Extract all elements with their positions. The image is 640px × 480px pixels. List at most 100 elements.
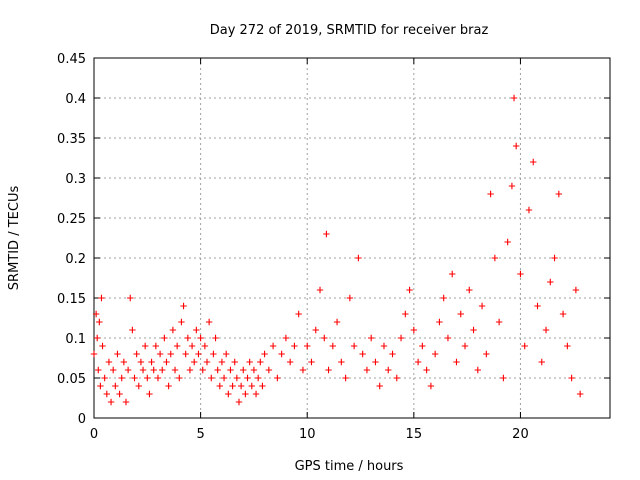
data-point [431, 350, 439, 358]
data-point [564, 342, 571, 350]
data-point [363, 366, 371, 374]
data-point [150, 366, 157, 374]
data-point [173, 342, 181, 350]
data-point [572, 286, 580, 294]
data-point [414, 358, 422, 366]
data-point [402, 310, 409, 318]
y-axis-label: SRMTID / TECUs [7, 186, 22, 291]
data-point [359, 350, 366, 358]
data-point [101, 374, 108, 382]
data-point [259, 382, 266, 390]
data-point [188, 342, 196, 350]
data-point [500, 374, 507, 382]
data-point [208, 374, 215, 382]
data-point [372, 358, 379, 366]
x-tick-label: 20 [512, 427, 529, 442]
data-point [244, 374, 251, 382]
data-point [218, 358, 226, 366]
y-tick-label: 0.15 [57, 292, 86, 307]
data-point [508, 182, 516, 190]
data-point [139, 366, 147, 374]
data-point [274, 374, 281, 382]
data-point [346, 294, 354, 302]
data-point [440, 294, 447, 302]
data-point [240, 366, 247, 374]
data-point [576, 390, 584, 398]
data-point [250, 366, 258, 374]
data-point [210, 350, 217, 358]
data-point [282, 334, 290, 342]
data-point [195, 350, 202, 358]
data-point [90, 350, 98, 358]
data-point [449, 270, 456, 278]
data-point [568, 374, 575, 382]
data-point [176, 374, 183, 382]
data-point [291, 342, 298, 350]
chart-title: Day 272 of 2019, SRMTID for receiver bra… [210, 23, 489, 38]
data-point [229, 382, 236, 390]
data-point [555, 190, 563, 198]
y-tick-label: 0.25 [57, 212, 86, 227]
data-point [410, 326, 418, 334]
data-point [530, 158, 537, 166]
data-point [355, 254, 362, 262]
data-point [141, 342, 149, 350]
data-point [338, 358, 345, 366]
data-point [135, 382, 142, 390]
data-point [96, 318, 103, 326]
data-point [551, 254, 558, 262]
data-point [350, 342, 358, 350]
data-points [90, 94, 584, 406]
data-point [483, 350, 490, 358]
x-tick-label: 5 [196, 427, 204, 442]
x-tick-labels: 0 5 10 15 20 [90, 427, 529, 442]
data-point [227, 366, 234, 374]
data-point [491, 254, 499, 262]
data-point [152, 342, 160, 350]
x-tick-label: 15 [406, 427, 423, 442]
data-point [167, 350, 174, 358]
data-point [148, 358, 155, 366]
data-point [105, 358, 113, 366]
data-point [466, 286, 473, 294]
data-point [510, 94, 518, 102]
data-point [385, 366, 392, 374]
data-point [237, 382, 245, 390]
data-point [453, 358, 460, 366]
data-point [137, 358, 145, 366]
data-point [393, 374, 400, 382]
data-point [118, 374, 125, 382]
data-point [246, 358, 253, 366]
data-point [205, 318, 213, 326]
data-point [323, 230, 330, 238]
data-point [474, 366, 482, 374]
data-point [487, 190, 494, 198]
y-tick-label: 0.3 [65, 172, 86, 187]
data-point [225, 390, 232, 398]
data-point [248, 382, 255, 390]
data-point [92, 310, 100, 318]
data-point [159, 366, 166, 374]
data-point [203, 358, 211, 366]
data-point [97, 382, 104, 390]
data-point [478, 302, 486, 310]
data-point [103, 390, 110, 398]
data-point [367, 334, 375, 342]
data-point [269, 342, 277, 350]
data-point [112, 382, 119, 390]
data-point [107, 398, 115, 406]
data-point [261, 350, 268, 358]
y-tick-label: 0.1 [65, 332, 86, 347]
data-point [109, 366, 117, 374]
y-tick-label: 0.05 [57, 372, 86, 387]
data-point [542, 326, 550, 334]
data-point [423, 366, 430, 374]
data-point [559, 310, 567, 318]
data-point [257, 358, 264, 366]
data-point [122, 398, 130, 406]
data-point [199, 366, 206, 374]
data-point [120, 358, 128, 366]
data-point [547, 278, 554, 286]
data-point [156, 350, 164, 358]
